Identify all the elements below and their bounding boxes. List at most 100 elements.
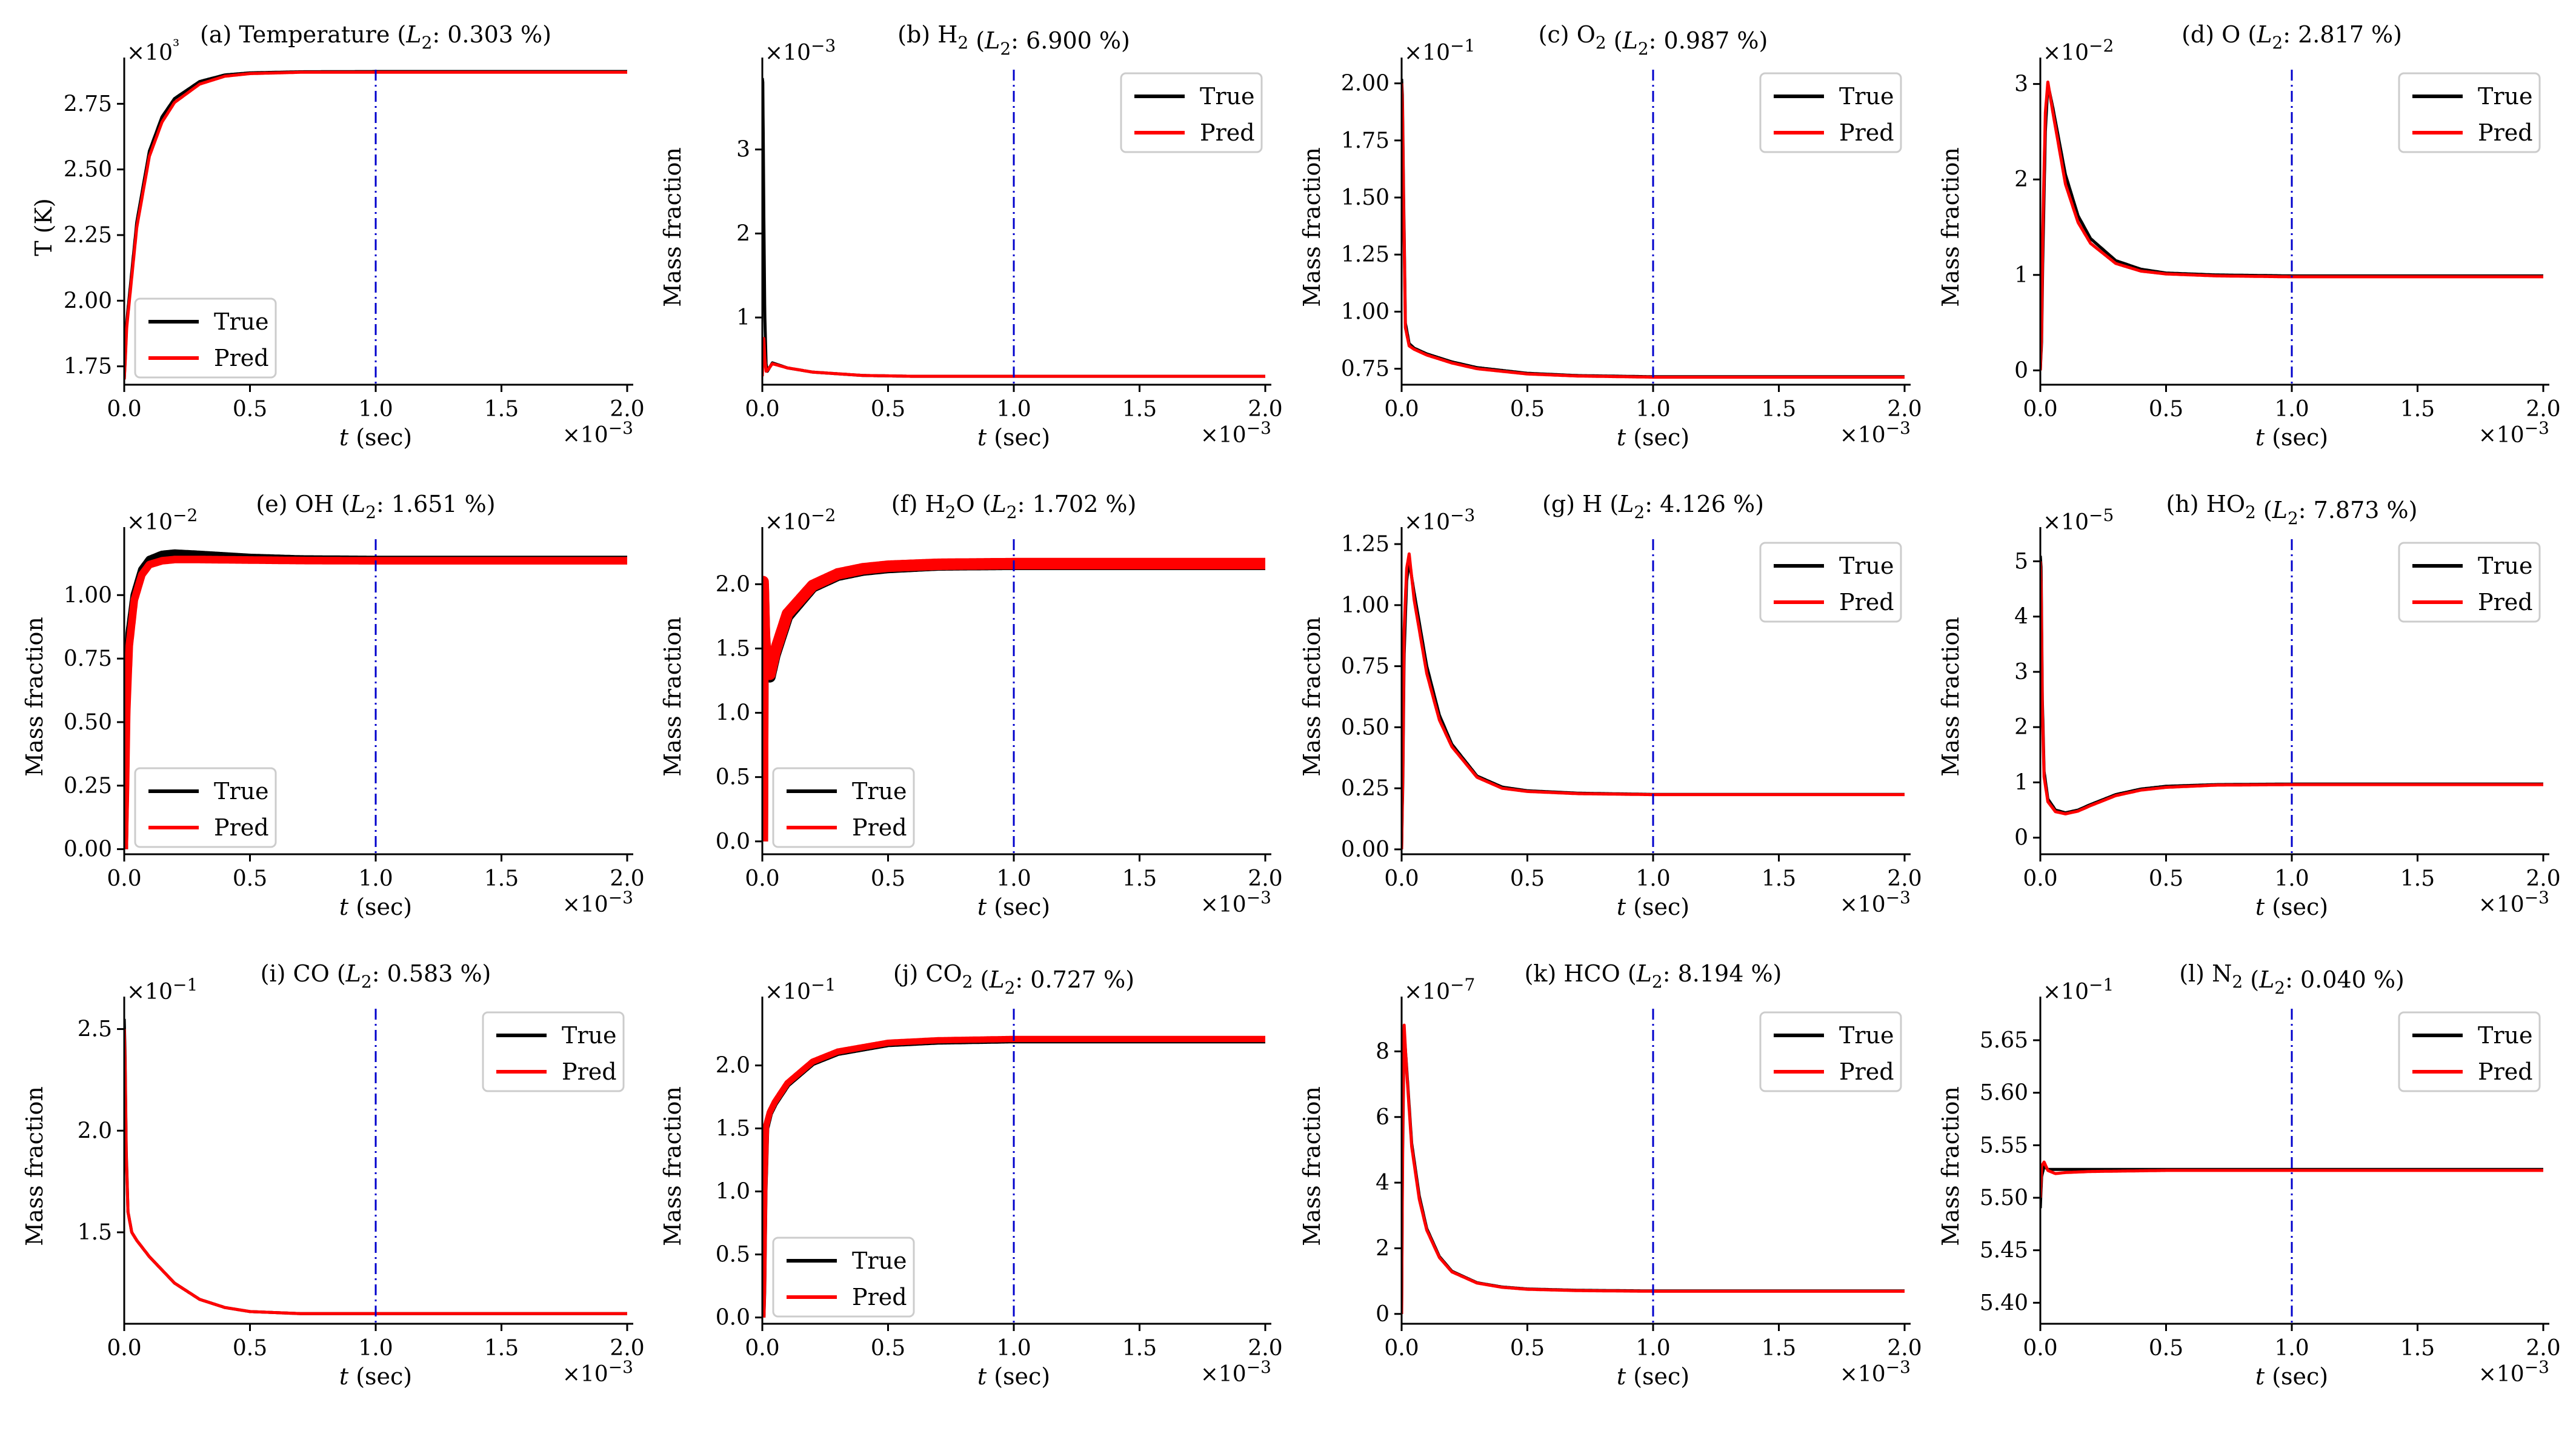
subplot-e: 0.00 0.25 0.50 0.75 1.00 0.0 0.5 1.0 1.5 2.0×10−3… [21, 491, 645, 920]
y-exponent: ×10−2 [765, 505, 836, 535]
y-tick-label: 0.0 [716, 829, 750, 854]
x-tick-label: 2.0 [610, 1336, 644, 1361]
series-group [1402, 78, 1905, 379]
x-tick-label: 0.0 [745, 866, 779, 891]
y-tick-label: 3 [736, 138, 750, 162]
x-tick-label: 1.5 [1122, 866, 1157, 891]
subplot-i: 1.52.02.50.0 0.5 1.0 1.5 2.0×10−3×10−1t (sec… [21, 960, 645, 1390]
y-exponent: ×10−7 [1404, 975, 1475, 1004]
legend-label-true: True [2478, 1022, 2532, 1049]
series-line-pred [124, 556, 628, 849]
subplot-title: (l) N2 (L2: 0.040 %) [2179, 960, 2405, 998]
legend: True Pred [1759, 1011, 1902, 1092]
y-tick-label: 2.50 [64, 158, 112, 182]
y-axis-label: Mass fraction [1299, 617, 1325, 777]
legend-label-pred: Pred [214, 814, 269, 841]
legend-label-true: True [852, 778, 907, 805]
series-group [124, 70, 628, 380]
y-axis-label: Mass fraction [659, 1086, 686, 1246]
y-tick-label: 1.0 [716, 701, 750, 726]
x-exponent: ×10−3 [2478, 418, 2549, 448]
y-tick-label: 0.75 [64, 646, 112, 671]
x-tick-label: 1.0 [996, 866, 1031, 891]
y-tick-label: 3 [2014, 660, 2028, 685]
series-group [124, 549, 628, 849]
y-exponent: ×10−2 [2043, 36, 2114, 65]
x-tick-label: 0.0 [1384, 397, 1419, 422]
legend-label-true: True [1200, 83, 1254, 110]
subplot-title: (g) H (L2: 4.126 %) [1542, 491, 1764, 522]
legend-label-true: True [2478, 553, 2532, 579]
x-tick-label: 0.5 [871, 397, 905, 422]
series-line-pred [1402, 552, 1905, 849]
y-axis-label: Mass fraction [659, 147, 686, 307]
subplot-title: (i) CO (L2: 0.583 %) [261, 960, 491, 992]
legend-label-pred: Pred [852, 1284, 907, 1310]
y-tick-label: 0.0 [716, 1306, 750, 1330]
x-tick-label: 1.0 [358, 1336, 393, 1361]
x-exponent: ×10−3 [1840, 888, 1911, 917]
series-line-pred [2040, 1160, 2544, 1198]
x-tick-label: 2.0 [1248, 397, 1282, 422]
series-group [2040, 556, 2544, 815]
y-tick-label: 2 [2014, 167, 2028, 192]
y-tick-label: 0.50 [64, 710, 112, 735]
legend-label-pred: Pred [214, 345, 269, 371]
subplot-title: (a) Temperature (L2: 0.303 %) [200, 21, 551, 53]
x-tick-label: 2.0 [2526, 866, 2560, 891]
y-tick-label: 0 [1376, 1302, 1390, 1327]
x-tick-label: 0.5 [2149, 1336, 2183, 1361]
x-tick-label: 0.5 [1510, 397, 1545, 422]
x-tick-label: 1.5 [1122, 1336, 1157, 1361]
subplot-title: (b) H2 (L2: 6.900 %) [897, 21, 1130, 59]
y-axis-label: Mass fraction [21, 1086, 48, 1246]
x-tick-label: 0.5 [2149, 397, 2183, 422]
y-tick-label: 2 [736, 221, 750, 246]
subplot-h: 0 1 2 3 4 5 0.0 0.5 1.0 1.5 2.0×10−3 ×10−5 t (sec) Ma… [1937, 491, 2561, 920]
y-exponent: ×10−5 [2043, 505, 2114, 535]
x-axis-label: t (sec) [339, 424, 412, 451]
series-line-pred [762, 557, 1266, 842]
legend-label-pred: Pred [1839, 119, 1894, 146]
x-tick-label: 0.0 [2023, 1336, 2057, 1361]
x-tick-label: 1.0 [358, 866, 393, 891]
x-tick-label: 0.0 [107, 397, 141, 422]
x-tick-label: 2.0 [610, 866, 644, 891]
legend-label-true: True [852, 1247, 907, 1274]
legend-label-true: True [214, 778, 268, 805]
series-line-pred [124, 1029, 628, 1315]
x-exponent: ×10−3 [562, 1357, 633, 1387]
x-tick-label: 0.5 [871, 866, 905, 891]
subplot-title: (j) CO2 (L2: 0.727 %) [893, 960, 1134, 998]
y-tick-label: 1.50 [1341, 185, 1390, 210]
legend-label-pred: Pred [2478, 1058, 2533, 1085]
x-tick-label: 1.0 [2274, 866, 2309, 891]
y-tick-label: 2.0 [716, 1054, 750, 1078]
series-line-pred [1402, 83, 1905, 379]
legend-label-true: True [214, 308, 268, 335]
y-tick-label: 2.75 [64, 91, 112, 116]
x-axis-label: t (sec) [977, 424, 1050, 451]
series-group [762, 78, 1266, 378]
x-axis-label: t (sec) [2255, 894, 2328, 920]
legend-label-pred: Pred [1839, 589, 1894, 616]
x-axis-label: t (sec) [339, 1363, 412, 1390]
y-tick-label: 5.55 [1980, 1133, 2028, 1158]
x-tick-label: 2.0 [1248, 866, 1282, 891]
series-line-pred [1402, 1023, 1905, 1314]
y-tick-label: 0.5 [716, 765, 750, 790]
x-tick-label: 1.0 [996, 397, 1031, 422]
y-tick-label: 5 [2014, 549, 2028, 574]
x-tick-label: 2.0 [610, 397, 644, 422]
x-exponent: ×10−3 [562, 888, 633, 917]
y-tick-label: 1 [736, 305, 750, 330]
series-line-pred [2040, 561, 2544, 815]
y-tick-label: 5.65 [1980, 1028, 2028, 1053]
x-tick-label: 2.0 [2526, 1336, 2560, 1361]
x-tick-label: 2.0 [1887, 397, 1922, 422]
y-tick-label: 6 [1376, 1105, 1390, 1130]
y-axis-label: T (K) [30, 198, 57, 256]
x-tick-label: 0.5 [1510, 866, 1545, 891]
y-tick-label: 2 [1376, 1236, 1390, 1261]
